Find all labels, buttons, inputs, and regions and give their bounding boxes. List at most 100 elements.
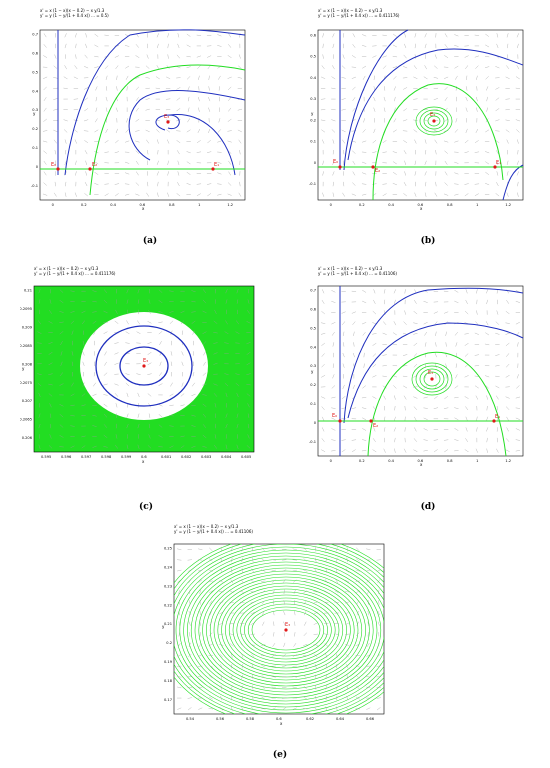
vector-arrow: [54, 181, 56, 187]
vector-arrow: [82, 340, 85, 346]
vector-arrow: [373, 96, 376, 102]
y-tick-label: 0.6: [310, 308, 316, 312]
vector-arrow: [225, 392, 228, 398]
vector-arrow: [355, 590, 360, 594]
vector-arrow: [517, 43, 519, 49]
vector-arrow: [382, 151, 387, 153]
vector-arrow: [103, 446, 108, 448]
x-ticks-b: 0 0.2 0.4 0.6 0.8 1 1.2: [330, 203, 511, 207]
y-tick-label: 0.4: [310, 345, 316, 349]
vector-arrow: [208, 558, 213, 562]
caption-d: (d): [420, 502, 436, 512]
y-tick-label: 0.2095: [20, 307, 32, 311]
x-tick-label: 0.603: [201, 455, 211, 459]
vector-arrow: [516, 65, 520, 70]
vector-arrow: [237, 87, 243, 89]
vector-arrow: [191, 320, 196, 324]
vector-arrow: [505, 332, 510, 335]
vector-arrow: [169, 320, 174, 324]
vector-arrow: [495, 66, 500, 69]
vector-arrow: [404, 43, 407, 49]
vector-arrow: [346, 557, 348, 563]
vector-arrow: [341, 65, 346, 69]
vector-arrow: [115, 107, 118, 112]
vector-arrow: [157, 149, 159, 155]
panel-d-equation-2: y' = y (1 − y/(1 + 0.4 x)) ... = 0.41106…: [318, 271, 397, 276]
vector-arrow: [237, 77, 243, 79]
y-tick-label: 0.4: [310, 76, 316, 80]
vector-arrow: [92, 290, 97, 292]
vector-arrow: [177, 569, 182, 572]
phase-portrait-b: E₀ E₂ E₁ E₃ 0 0.2 0.4 0.6 0.8 1 1.2 0.60.50.40…: [309, 29, 524, 210]
vector-arrow: [103, 403, 108, 407]
vector-arrow: [303, 655, 308, 656]
point-label-d-0: E₀: [332, 413, 337, 419]
vector-arrow: [372, 375, 377, 378]
vector-arrow: [167, 43, 169, 49]
vector-arrow: [282, 653, 287, 658]
spiral-orbit: [183, 555, 384, 705]
vector-arrow: [156, 65, 160, 70]
y-tick-label: 0: [314, 421, 317, 425]
vector-arrow: [413, 119, 418, 121]
vector-arrow: [341, 311, 346, 314]
vector-arrow: [434, 139, 438, 144]
vector-arrow: [188, 579, 192, 584]
vector-arrow: [324, 643, 329, 647]
vector-arrow: [209, 685, 213, 690]
vector-arrow: [433, 311, 438, 314]
vector-arrow: [376, 707, 381, 711]
vector-arrow: [454, 300, 459, 304]
vector-arrow: [392, 56, 398, 58]
vector-arrow: [209, 675, 213, 679]
vector-arrow: [423, 439, 428, 441]
vector-arrow: [202, 341, 207, 345]
vector-arrow: [361, 439, 367, 441]
vector-arrow: [445, 363, 447, 368]
equilibrium-point-b-2: [371, 165, 375, 169]
vector-arrow: [423, 385, 428, 389]
vector-arrow: [413, 65, 417, 70]
vector-arrow: [43, 171, 47, 176]
vector-arrow: [209, 621, 212, 626]
vector-arrow: [413, 76, 418, 79]
vector-arrow: [186, 161, 191, 165]
vector-arrow: [114, 342, 119, 344]
vector-arrow: [198, 579, 203, 583]
vector-arrow: [394, 299, 396, 305]
vector-arrow: [355, 643, 360, 646]
vector-arrow: [209, 547, 213, 552]
vector-arrow: [158, 435, 163, 438]
x-axis-label-a: x: [142, 206, 145, 210]
vector-arrow: [105, 96, 108, 102]
vector-arrow: [136, 171, 139, 176]
vector-arrow: [292, 686, 297, 689]
panel-a: x' = x (1 − x)(x − 0.2) − x y/1.3 y' = y…: [30, 8, 260, 248]
vector-arrow: [414, 43, 416, 49]
vector-arrow: [180, 310, 185, 314]
vector-arrow: [170, 382, 173, 387]
x-tick-label: 0: [330, 203, 333, 207]
vector-arrow: [486, 96, 488, 102]
vector-arrow: [115, 403, 118, 408]
vector-arrow: [382, 354, 387, 356]
vector-arrow: [454, 140, 459, 143]
vector-arrow: [126, 444, 129, 449]
vector-arrow: [236, 413, 239, 418]
vector-arrow: [114, 352, 119, 355]
vector-arrow: [235, 373, 240, 375]
vector-arrow: [424, 331, 428, 336]
vector-arrow: [252, 557, 254, 563]
vector-arrow: [238, 54, 241, 59]
vector-arrow: [361, 140, 367, 143]
vector-arrow: [355, 558, 360, 562]
x-tick-label: 0.8: [169, 203, 175, 207]
vector-arrow: [362, 65, 367, 69]
vector-arrow: [199, 621, 201, 626]
vector-arrow: [261, 547, 265, 552]
vector-arrow: [70, 445, 75, 448]
vector-arrow: [352, 352, 355, 358]
vector-arrow: [224, 382, 229, 387]
vector-arrow: [313, 601, 318, 604]
vector-arrow: [376, 665, 381, 667]
